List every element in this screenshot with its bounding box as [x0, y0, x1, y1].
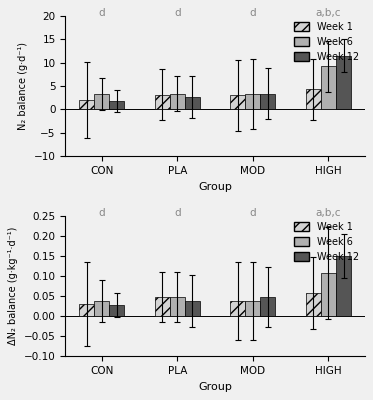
Text: d: d — [250, 208, 256, 218]
Bar — [321, 273, 336, 316]
Bar — [109, 101, 124, 110]
Bar — [230, 301, 245, 316]
Text: d: d — [98, 208, 105, 218]
Text: d: d — [174, 208, 181, 218]
Bar — [336, 256, 351, 316]
Bar — [245, 94, 260, 110]
Bar — [94, 94, 109, 110]
Text: d: d — [174, 8, 181, 18]
Text: d: d — [98, 8, 105, 18]
Bar — [109, 305, 124, 316]
Bar — [245, 301, 260, 316]
Bar — [154, 297, 170, 316]
Y-axis label: N₂ balance (g·d⁻¹): N₂ balance (g·d⁻¹) — [18, 42, 28, 130]
Y-axis label: ΔN₂ balance (g·kg⁻¹·d⁻¹): ΔN₂ balance (g·kg⁻¹·d⁻¹) — [8, 227, 18, 346]
Bar — [336, 56, 351, 110]
Bar — [154, 94, 170, 110]
Bar — [79, 304, 94, 316]
Bar — [170, 94, 185, 110]
Bar — [306, 89, 321, 110]
Bar — [230, 96, 245, 110]
Bar — [185, 97, 200, 110]
X-axis label: Group: Group — [198, 182, 232, 192]
Bar — [306, 293, 321, 316]
Text: d: d — [250, 8, 256, 18]
X-axis label: Group: Group — [198, 382, 232, 392]
Bar — [94, 301, 109, 316]
Bar — [185, 301, 200, 316]
Legend: Week 1, Week 6, Week 12: Week 1, Week 6, Week 12 — [291, 18, 363, 66]
Bar — [321, 66, 336, 110]
Bar — [260, 94, 276, 110]
Legend: Week 1, Week 6, Week 12: Week 1, Week 6, Week 12 — [291, 218, 363, 266]
Text: a,b,c: a,b,c — [316, 208, 341, 218]
Bar — [79, 100, 94, 110]
Bar — [260, 297, 276, 316]
Bar — [170, 297, 185, 316]
Text: a,b,c: a,b,c — [316, 8, 341, 18]
